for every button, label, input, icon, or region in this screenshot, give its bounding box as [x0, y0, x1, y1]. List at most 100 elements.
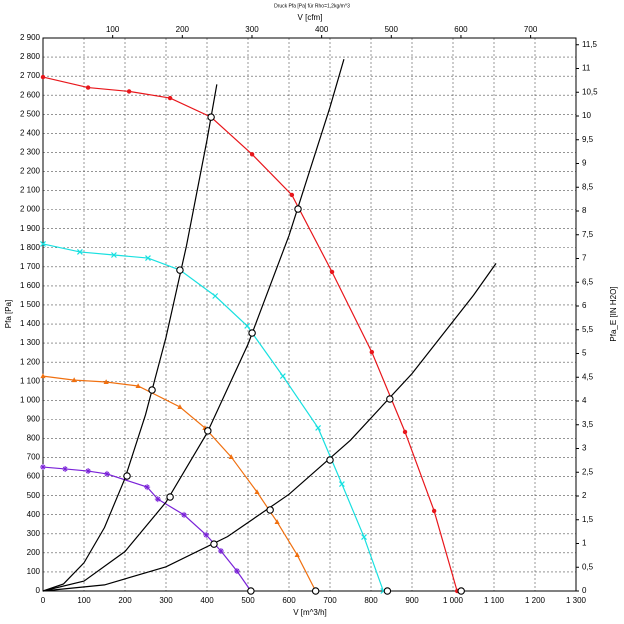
x2-tick-label: 100: [106, 25, 120, 34]
y2-tick-label: 10,5: [582, 87, 598, 96]
operating-point: [210, 540, 218, 548]
operating-point: [207, 113, 215, 121]
marker: [62, 465, 69, 472]
y2-tick-label: 8: [582, 206, 587, 215]
marker: [431, 508, 437, 514]
y2-tick-label: 0,5: [582, 562, 594, 571]
y-tick-label: 1 100: [20, 376, 41, 385]
fan-curve: [42, 76, 458, 592]
marker: [145, 255, 151, 261]
marker: [338, 481, 345, 487]
marker: [76, 249, 83, 255]
y-tick-label: 1 000: [20, 395, 41, 404]
marker: [294, 552, 300, 557]
x2-tick-label: 400: [315, 25, 329, 34]
y-tick-label: 2 000: [20, 205, 41, 214]
y-tick-label: 700: [27, 453, 41, 462]
marker: [154, 496, 161, 503]
system-curve: [42, 84, 218, 592]
y-tick-label: 2 100: [20, 186, 41, 195]
x2-tick-label: 300: [245, 25, 259, 34]
y-tick-label: 1 500: [20, 300, 41, 309]
y-tick-label: 2 800: [20, 52, 41, 61]
y-tick-label: 1 400: [20, 319, 41, 328]
y2-tick-label: 5: [582, 349, 587, 358]
plot-frame: [42, 37, 577, 592]
x-tick-label: 1 100: [484, 596, 505, 605]
y-tick-label: 1 300: [20, 338, 41, 347]
marker: [126, 89, 132, 94]
y2-tick-label: 6,5: [582, 277, 594, 286]
operating-point: [166, 493, 174, 501]
y2-tick-label: 1,5: [582, 515, 594, 524]
y2-tick-label: 0: [582, 586, 587, 595]
marker: [177, 404, 183, 409]
y-tick-label: 0: [36, 586, 41, 595]
y2-tick-label: 3: [582, 444, 587, 453]
y2-tick-label: 2: [582, 491, 587, 500]
marker: [203, 531, 210, 538]
marker: [85, 85, 91, 90]
marker: [144, 484, 151, 491]
x-axis-label: V [m^3/h]: [293, 608, 327, 617]
marker: [40, 373, 46, 379]
x-tick-label: 300: [159, 596, 173, 605]
marker: [40, 74, 46, 80]
y2-tick-label: 7: [582, 254, 587, 263]
x2-tick-label: 700: [524, 25, 538, 34]
marker: [167, 95, 173, 101]
marker: [279, 373, 286, 380]
y2-tick-label: 8,5: [582, 182, 594, 191]
operating-point: [311, 587, 320, 595]
y-axis-label: Pfa [Pa]: [4, 300, 13, 328]
y2-tick-label: 4,5: [582, 372, 594, 381]
chart-title: Druck Pfa [Pa] für Rho=1,2kg/m^3: [274, 3, 350, 9]
marker: [233, 567, 240, 574]
x-tick-label: 1 300: [566, 596, 587, 605]
y2-tick-label: 5,5: [582, 325, 594, 334]
y-tick-label: 2 600: [20, 90, 41, 99]
operating-point: [204, 427, 212, 435]
x2-axis-label: V [cfm]: [298, 13, 323, 22]
operating-point: [326, 456, 334, 464]
operating-point: [248, 329, 256, 337]
y2-tick-label: 9,5: [582, 135, 594, 144]
x-tick-label: 0: [41, 596, 46, 605]
operating-point: [294, 205, 302, 213]
y-tick-label: 800: [27, 434, 41, 443]
marker: [111, 252, 117, 258]
y2-tick-label: 10: [582, 111, 591, 120]
operating-point: [123, 472, 131, 480]
marker: [228, 454, 234, 459]
y-tick-label: 2 500: [20, 109, 41, 118]
marker: [402, 429, 408, 435]
y2-tick-label: 2,5: [582, 467, 594, 476]
marker: [315, 425, 322, 431]
x-tick-label: 1 200: [525, 596, 546, 605]
y-tick-label: 1 800: [20, 243, 41, 252]
marker: [244, 323, 251, 329]
y2-tick-label: 11,5: [582, 40, 598, 49]
system-curve: [42, 263, 497, 592]
x-tick-label: 600: [282, 596, 296, 605]
y-tick-label: 900: [27, 414, 41, 423]
y-tick-label: 1 700: [20, 262, 41, 271]
marker: [85, 468, 92, 475]
marker: [103, 470, 110, 477]
operating-point: [383, 587, 392, 595]
y2-tick-label: 6: [582, 301, 587, 310]
x2-tick-label: 200: [176, 25, 190, 34]
marker: [361, 534, 367, 540]
fan-curve: [42, 243, 384, 592]
y2-axis-label: Pfa_E [IN H2O]: [609, 286, 618, 341]
y-tick-label: 300: [27, 529, 41, 538]
marker: [40, 464, 46, 471]
x-tick-label: 500: [241, 596, 255, 605]
marker: [217, 547, 224, 554]
y2-tick-label: 3,5: [582, 420, 594, 429]
x-tick-label: 400: [200, 596, 214, 605]
y-tick-label: 400: [27, 510, 41, 519]
y-tick-label: 200: [27, 548, 41, 557]
